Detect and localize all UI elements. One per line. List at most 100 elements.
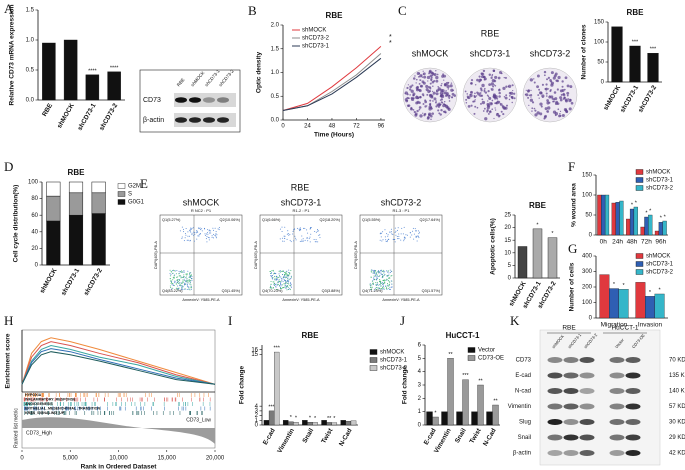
event — [373, 277, 375, 279]
event — [270, 286, 272, 288]
event — [185, 276, 187, 278]
colony — [443, 83, 447, 87]
colony — [504, 76, 507, 79]
colony — [425, 84, 429, 89]
significance: *** — [268, 404, 275, 410]
event — [207, 229, 209, 231]
line-series — [21, 337, 216, 385]
event — [197, 231, 199, 233]
event — [396, 235, 398, 237]
event — [272, 281, 274, 283]
colony — [409, 94, 411, 96]
row-label: Snail — [518, 435, 531, 441]
legend-label: shCD73-1 — [302, 44, 330, 50]
chart-title: RBE — [326, 11, 344, 20]
x-axis-label: AnnexinV: Y585-PE-A — [182, 298, 220, 302]
y-tick-label: 100 — [582, 193, 593, 199]
colony — [474, 105, 477, 108]
y-axis-label: Apoptotic cells(%) — [490, 218, 497, 275]
event — [373, 289, 375, 291]
event — [204, 234, 206, 236]
colony — [564, 99, 568, 103]
event — [386, 288, 388, 290]
event — [375, 273, 377, 275]
blot-band — [563, 357, 579, 363]
event — [187, 280, 189, 282]
colony — [500, 110, 503, 113]
event — [388, 284, 390, 286]
event — [395, 234, 397, 236]
event — [404, 237, 406, 239]
event — [269, 270, 271, 272]
colony — [553, 91, 557, 94]
event — [375, 271, 377, 273]
event — [179, 279, 181, 281]
bar — [274, 351, 280, 426]
row-label: E-cad — [515, 373, 531, 379]
event — [402, 233, 404, 235]
x-tick-label: 48h — [627, 239, 638, 246]
event — [315, 241, 317, 243]
colony — [473, 112, 476, 115]
legend-swatch — [467, 355, 476, 361]
colony — [488, 96, 492, 100]
event — [272, 277, 274, 279]
event — [179, 285, 181, 287]
colony — [437, 109, 440, 112]
event — [282, 240, 284, 242]
event — [417, 235, 419, 237]
event — [194, 232, 196, 234]
event — [187, 286, 189, 288]
colony — [504, 96, 508, 100]
x-tick-label: N-Cad — [482, 427, 498, 447]
colony — [546, 110, 548, 112]
panel-label: I — [228, 313, 232, 328]
event — [213, 229, 215, 231]
event — [416, 240, 418, 242]
colony — [494, 102, 497, 105]
event — [174, 280, 176, 282]
bar — [629, 208, 635, 236]
event — [207, 236, 209, 238]
event — [182, 285, 184, 287]
y-tick-label: 0.5 — [26, 68, 35, 74]
event — [381, 269, 383, 271]
event — [187, 239, 189, 241]
panel-title: RBE — [481, 28, 500, 38]
significance: * — [631, 202, 634, 208]
blot-band — [579, 434, 595, 441]
blot-band — [609, 403, 625, 410]
legend-swatch — [369, 357, 378, 363]
event — [289, 272, 291, 274]
colony — [499, 103, 503, 106]
event — [381, 281, 383, 283]
legend-label: shCD73-2 — [646, 186, 674, 192]
legend-label: shCD73-1 — [380, 358, 408, 364]
event — [398, 235, 400, 237]
event — [281, 270, 283, 272]
colony — [546, 99, 549, 102]
event — [185, 234, 187, 236]
event — [279, 281, 281, 283]
event — [379, 278, 381, 280]
event — [186, 280, 188, 282]
x-axis-label: Time (Hours) — [314, 132, 354, 139]
colony — [429, 86, 432, 89]
event — [282, 281, 284, 283]
event — [370, 289, 372, 291]
bar — [331, 422, 338, 426]
legend-label: shCD73-1 — [646, 262, 674, 268]
event — [284, 276, 286, 278]
significance: * — [389, 34, 392, 41]
event — [371, 269, 373, 271]
event — [206, 232, 208, 234]
event — [287, 286, 289, 288]
colony — [559, 110, 562, 112]
event — [270, 283, 272, 285]
event — [385, 279, 387, 281]
blot-band — [625, 372, 641, 379]
event — [392, 233, 394, 235]
event — [176, 281, 178, 283]
colony — [446, 92, 448, 94]
event — [289, 289, 291, 291]
